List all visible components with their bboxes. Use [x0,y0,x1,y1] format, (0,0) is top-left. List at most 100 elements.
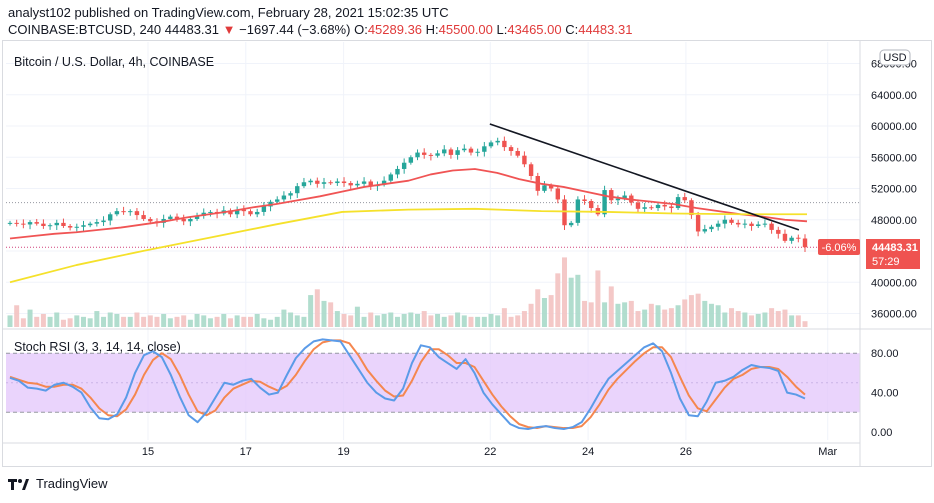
volume-bar [415,313,421,327]
candle-body [308,180,313,183]
volume-bar [722,312,728,327]
last-price-tag: -6.06% 44483.31 57:29 [818,239,920,269]
volume-bar [354,306,360,327]
time-tick-label: 26 [680,446,692,458]
candle-body [548,185,554,189]
rsi-tick-label: 40.00 [871,388,899,400]
candle-body [408,157,414,163]
close-value: 44483.31 [578,22,633,37]
volume-bar [702,300,708,327]
volume-bar [294,315,300,327]
volume-bar [27,309,33,327]
volume-bar [408,312,414,327]
volume-bar [227,318,233,327]
stoch-rsi-k-line [9,338,806,431]
volume-bar [221,313,227,327]
candle-body [462,148,467,151]
candle-body [715,223,721,227]
candle-body [94,222,100,224]
candle-body [121,211,126,213]
volume-bar [695,293,701,327]
candle-body [682,197,687,201]
volume-bar [575,274,581,327]
candle-body [234,209,240,215]
volume-bar [348,315,354,327]
candle-body [482,146,487,152]
volume-bar [401,313,407,327]
candle-body [769,223,774,230]
currency-badge-text: USD [883,52,906,64]
candle-body [295,186,300,194]
price-tick-label: 60000.00 [871,121,917,133]
volume-bar [167,318,173,327]
candle-body [128,211,133,213]
candle-body [134,211,140,216]
volume-bar [261,318,267,327]
candle-body [622,195,627,199]
candle-body [188,218,193,222]
candle-body [401,162,407,169]
high-label: H: [425,22,439,37]
last-price-label: 44483.31 [872,242,918,254]
candle-body [448,149,454,155]
volume-bar [34,316,40,327]
volume-bar [174,316,180,327]
volume-bar [729,308,735,327]
candle-body [796,237,801,239]
volume-bar [80,316,86,327]
candle-body [54,222,59,226]
volume-bar [101,316,107,327]
open-value: 45289.36 [367,22,423,37]
time-tick-label: Mar [818,446,837,458]
candle-body [782,233,788,241]
volume-bar [60,319,66,327]
symbol-label: COINBASE:BTCUSD, 240 [8,22,162,37]
open-label: O: [354,22,368,37]
candle-body [589,201,594,209]
volume-bar [114,313,120,327]
candle-body [241,209,247,212]
candle-body [742,223,748,225]
candle-body [582,199,587,201]
volume-bar [789,315,795,327]
volume-bar [775,311,781,327]
candle-body [528,164,534,176]
candle-body [168,216,173,219]
volume-bar [595,270,601,327]
candle-body [428,154,434,156]
volume-bar [735,311,741,327]
candle-body [455,150,460,155]
chart-frame[interactable] [2,40,932,467]
candle-body [21,223,26,225]
volume-bar [40,313,46,327]
candle-body [27,222,33,225]
volume-bar [7,315,13,327]
lines-layer [6,123,860,431]
candles-layer [7,136,808,252]
volume-bar [435,313,441,327]
volume-bar [281,309,287,327]
volume-bar [501,308,507,327]
rsi-tick-label: 0.00 [871,427,892,439]
candle-body [14,222,19,224]
volume-bar [161,313,167,327]
candle-body [355,183,360,186]
volume-bar [582,300,588,327]
volume-bar [461,315,467,327]
volume-bar [254,313,260,327]
currency-badge[interactable]: USD [879,49,911,66]
volume-bar [154,316,160,327]
volume-bar [655,305,661,327]
candle-body [756,224,761,226]
candle-body [328,182,333,184]
volume-bar [468,316,474,327]
volume-bar [47,316,53,327]
candle-body [81,225,86,227]
candle-body [422,152,427,155]
price-tick-label: 36000.00 [871,309,917,321]
candle-body [555,188,561,200]
candle-body [261,206,267,212]
candle-body [642,207,647,209]
candle-body [248,211,253,215]
